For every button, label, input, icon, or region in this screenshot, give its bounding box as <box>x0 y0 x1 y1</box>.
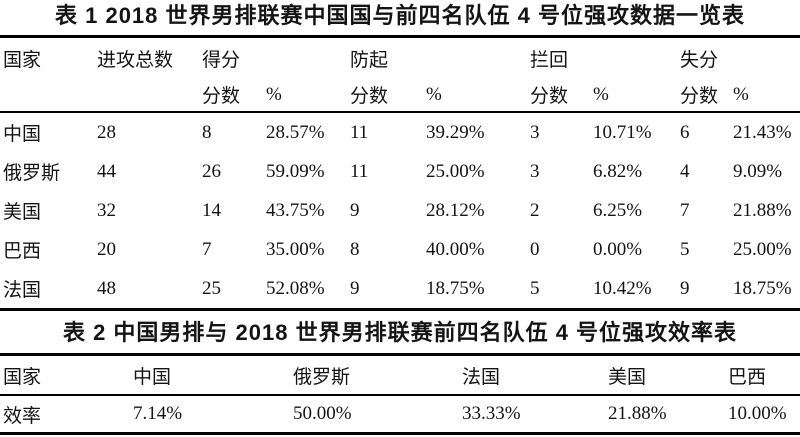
cell-dig-pct: 40.00% <box>426 238 485 260</box>
table-row-russia: 俄罗斯 44 26 59.09% 11 25.00% 3 6.82% 4 9.0… <box>0 152 800 191</box>
cell-score: 8 <box>202 121 212 143</box>
cell-score-pct: 35.00% <box>266 238 325 260</box>
cell-total: 20 <box>97 238 116 260</box>
cell-country: 巴西 <box>3 241 42 262</box>
header-spacer <box>590 37 677 79</box>
cell-score-pct: 28.57% <box>266 121 325 143</box>
cell-efficiency-russia: 50.00% <box>293 403 352 424</box>
header-lose-group: 失分 <box>680 49 719 71</box>
cell-block: 0 <box>530 238 540 260</box>
header-country: 国家 <box>3 49 42 71</box>
header-spacer <box>730 37 800 79</box>
cell-efficiency-brazil: 10.00% <box>728 403 787 424</box>
header-score-count: 分数 <box>202 86 241 107</box>
table-row-efficiency: 效率 7.14% 50.00% 33.33% 21.88% 10.00% <box>0 395 800 434</box>
cell-lose: 6 <box>680 121 690 143</box>
table2-title: 表 2 中国男排与 2018 世界男排联赛前四名队伍 4 号位强攻效率表 <box>62 320 738 345</box>
header-spacer <box>94 78 199 112</box>
table-row-france: 法国 48 25 52.08% 9 18.75% 5 10.42% 9 18.7… <box>0 269 800 310</box>
cell-country: 法国 <box>3 280 42 301</box>
table2-header: 国家 中国 俄罗斯 法国 美国 巴西 <box>0 355 800 396</box>
header-usa: 美国 <box>608 366 647 388</box>
cell-block: 2 <box>530 199 540 221</box>
table-row-usa: 美国 32 14 43.75% 9 28.12% 2 6.25% 7 21.88… <box>0 191 800 230</box>
cell-dig-pct: 39.29% <box>426 121 485 143</box>
cell-lose: 5 <box>680 238 690 260</box>
cell-total: 44 <box>97 160 116 182</box>
cell-score-pct: 59.09% <box>266 160 325 182</box>
cell-score-pct: 43.75% <box>266 199 325 221</box>
cell-lose-pct: 21.43% <box>733 121 792 143</box>
header-score-group: 得分 <box>202 49 241 71</box>
header-spacer <box>263 37 347 79</box>
header-score-pct: % <box>266 83 282 105</box>
cell-lose: 4 <box>680 160 690 182</box>
table2: 国家 中国 俄罗斯 法国 美国 巴西 效率 7.14% 50.00% 33.33… <box>0 353 800 435</box>
table1-header-row-sub: 分数 % 分数 % 分数 % 分数 % <box>0 78 800 112</box>
cell-efficiency-china: 7.14% <box>133 403 183 424</box>
cell-block: 5 <box>530 277 540 299</box>
cell-dig: 8 <box>350 238 360 260</box>
cell-dig: 9 <box>350 277 360 299</box>
header-block-group: 拦回 <box>530 49 569 71</box>
table1: 国家 进攻总数 得分 防起 拦回 失分 分数 % 分数 % 分数 % 分 <box>0 35 800 311</box>
cell-block-pct: 6.25% <box>593 199 643 221</box>
header-block-count: 分数 <box>530 86 569 107</box>
cell-block: 3 <box>530 121 540 143</box>
cell-score-pct: 52.08% <box>266 277 325 299</box>
table-row-brazil: 巴西 20 7 35.00% 8 40.00% 0 0.00% 5 25.00% <box>0 230 800 269</box>
cell-lose: 7 <box>680 199 690 221</box>
header-country: 国家 <box>3 366 42 388</box>
cell-score: 26 <box>202 160 221 182</box>
cell-total: 32 <box>97 199 116 221</box>
table1-header-row-groups: 国家 进攻总数 得分 防起 拦回 失分 <box>0 37 800 79</box>
cell-efficiency-france: 33.33% <box>462 403 521 424</box>
cell-dig: 11 <box>350 160 369 182</box>
cell-dig: 9 <box>350 199 360 221</box>
header-block-pct: % <box>593 83 609 105</box>
cell-total: 48 <box>97 277 116 299</box>
header-spacer <box>423 37 527 79</box>
cell-block-pct: 6.82% <box>593 160 643 182</box>
header-lose-count: 分数 <box>680 86 719 107</box>
cell-score: 25 <box>202 277 221 299</box>
header-china: 中国 <box>133 366 172 388</box>
cell-country: 美国 <box>3 202 42 223</box>
cell-block: 3 <box>530 160 540 182</box>
cell-country: 俄罗斯 <box>3 163 61 184</box>
header-dig-pct: % <box>426 83 442 105</box>
cell-block-pct: 10.71% <box>593 121 652 143</box>
header-lose-pct: % <box>733 83 749 105</box>
cell-dig-pct: 28.12% <box>426 199 485 221</box>
cell-country: 中国 <box>3 124 42 145</box>
header-russia: 俄罗斯 <box>293 366 351 388</box>
cell-block-pct: 10.42% <box>593 277 652 299</box>
table1-title: 表 1 2018 世界男排联赛中国国与前四名队伍 4 号位强攻数据一览表 <box>55 3 745 28</box>
header-dig-group: 防起 <box>350 49 389 71</box>
cell-lose-pct: 9.09% <box>733 160 783 182</box>
cell-lose-pct: 18.75% <box>733 277 792 299</box>
cell-row-label: 效率 <box>3 405 42 427</box>
table-row-china: 中国 28 8 28.57% 11 39.29% 3 10.71% 6 21.4… <box>0 112 800 152</box>
cell-lose-pct: 21.88% <box>733 199 792 221</box>
cell-score: 14 <box>202 199 221 221</box>
cell-score: 7 <box>202 238 212 260</box>
cell-dig-pct: 25.00% <box>426 160 485 182</box>
table2-header-row: 国家 中国 俄罗斯 法国 美国 巴西 <box>0 355 800 396</box>
header-dig-count: 分数 <box>350 86 389 107</box>
cell-efficiency-usa: 21.88% <box>608 403 667 424</box>
cell-dig: 11 <box>350 121 369 143</box>
cell-lose-pct: 25.00% <box>733 238 792 260</box>
header-brazil: 巴西 <box>728 366 767 388</box>
header-spacer <box>0 78 94 112</box>
cell-total: 28 <box>97 121 116 143</box>
cell-block-pct: 0.00% <box>593 238 643 260</box>
cell-lose: 9 <box>680 277 690 299</box>
cell-dig-pct: 18.75% <box>426 277 485 299</box>
header-france: 法国 <box>462 366 501 388</box>
header-total-attacks: 进攻总数 <box>97 49 174 71</box>
table1-header: 国家 进攻总数 得分 防起 拦回 失分 分数 % 分数 % 分数 % 分 <box>0 37 800 112</box>
